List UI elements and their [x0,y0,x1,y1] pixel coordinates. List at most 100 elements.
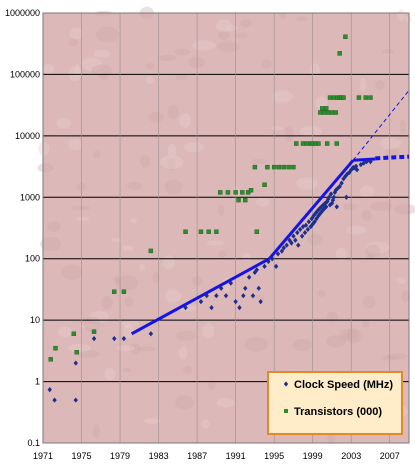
texture-blot [81,57,103,72]
transistor-point [343,34,348,39]
clock-speed-point [270,256,275,262]
clock-speed-point [289,240,294,246]
clock-speed-point [209,305,214,311]
clock-speed-point [293,237,298,243]
transistor-point [243,197,248,203]
clock-speed-point [47,387,52,393]
clock-speed-point [312,219,317,225]
legend-transistor-label: Transistors (000) [294,406,382,418]
clock-speed-point [279,248,285,254]
clock-speed-point [273,263,279,269]
y-tick-label: 1 [35,377,40,387]
transistor-point [324,141,330,146]
transistor-point [225,190,231,195]
texture-blot [284,125,294,142]
texture-blot [218,204,225,216]
texture-blot [362,319,370,328]
transistor-point [325,110,331,115]
legend-box [267,371,403,435]
transistor-point [356,95,362,100]
texture-blot [296,16,307,22]
texture-blot [365,244,381,258]
clock-speed-point [305,226,311,233]
texture-blot [202,323,215,339]
x-tick-label: 1999 [303,451,323,461]
transistor-point [276,164,282,170]
clock-speed-point [297,226,303,233]
clock-speed-point [258,299,263,305]
clock-speed-point [331,194,337,200]
y-tick-label: 100000 [10,69,40,79]
transistor-point [214,229,219,234]
texture-blot [96,26,119,43]
transistor-point [322,110,327,115]
texture-blot [397,9,406,21]
transistor-point [240,190,245,195]
x-tick-label: 2003 [341,451,361,461]
texture-blot [401,290,410,303]
texture-blot [175,73,188,81]
texture-blot [217,41,240,53]
transistor-point [236,197,241,203]
texture-blot [129,343,141,355]
transistor-point [206,229,211,234]
transistor-point [294,141,299,146]
texture-blot [307,234,323,246]
clock-speed-point [183,305,188,311]
transistor-point [262,182,267,187]
texture-blot [104,367,116,381]
clock-speed-point [198,299,204,305]
texture-blot [176,330,197,341]
texture-blot [385,147,400,158]
texture-blot [116,275,139,291]
texture-blot [270,125,284,131]
texture-blot [394,203,415,215]
texture-blot [61,264,83,280]
texture-blot [99,73,109,81]
clock-speed-point [281,245,286,251]
texture-blot [78,324,101,329]
clock-speed-point [218,285,224,291]
clock-speed-point [254,267,260,273]
transistor-point [254,229,260,234]
clock-speed-point [351,165,357,171]
transistor-point [363,95,368,100]
texture-blot [68,343,91,353]
transistor-point [320,106,325,111]
clock-speed-point [262,263,267,269]
transistor-point [291,164,296,170]
transistor-point [341,95,346,100]
clock-speed-point [121,336,127,342]
legend: Clock Speed (MHz) Transistors (000) [267,371,403,435]
texture-blot [342,203,357,211]
texture-blot [164,289,181,303]
texture-blot [218,30,230,41]
clock-speed-point [284,242,289,248]
texture-blot [92,150,101,159]
transistor-point [316,141,321,146]
texture-blot [183,365,193,375]
transistor-point [148,248,154,254]
plot-area [37,6,415,445]
clock-speed-point [303,222,309,228]
x-tick-label: 1975 [72,451,92,461]
texture-blot [164,179,183,194]
transistor-point [198,229,204,234]
texture-blot [113,275,122,284]
transistor-point [112,289,117,294]
y-tick-label: 10 [30,315,40,325]
transistor-point [91,329,97,334]
transistor-point [327,95,333,100]
texture-blot [361,209,372,221]
clock-speed-point [52,397,57,403]
texture-blot [296,177,318,190]
texture-blot [339,328,358,340]
legend-clock-label: Clock Speed (MHz) [294,379,393,391]
texture-blot [116,345,135,352]
texture-blot [326,335,347,348]
texture-blot [175,395,194,410]
clock-speed-point [73,360,78,366]
texture-blot [395,277,407,285]
texture-blot [58,326,73,338]
